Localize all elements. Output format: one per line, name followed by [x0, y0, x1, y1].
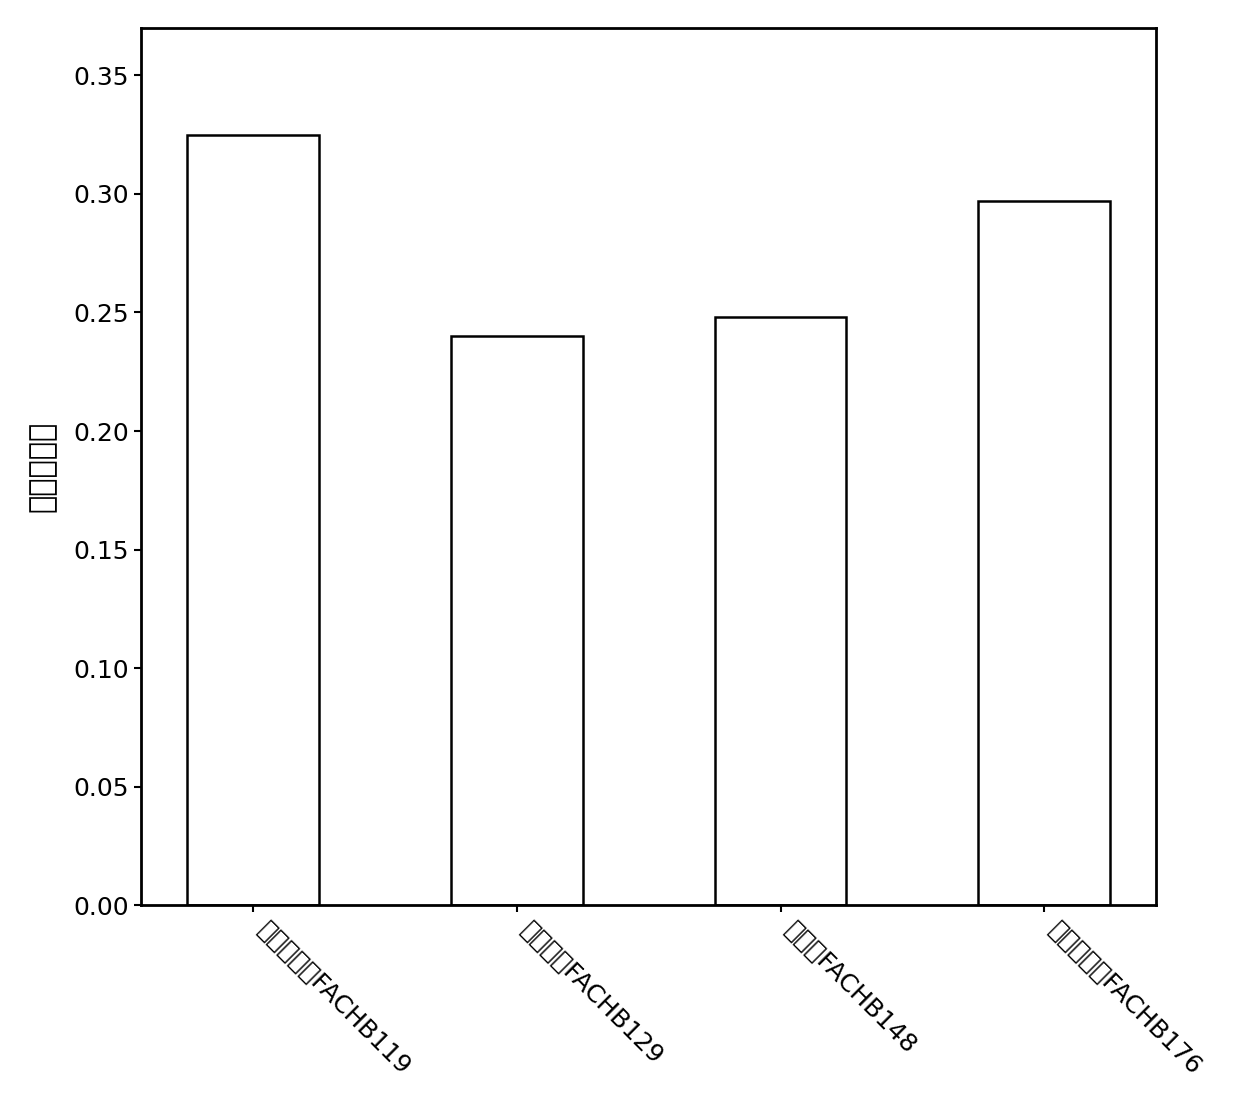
Bar: [978, 201, 1110, 906]
Bar: [187, 135, 319, 906]
Y-axis label: 比生长速率: 比生长速率: [27, 421, 57, 513]
Bar: [451, 337, 583, 906]
Bar: [714, 318, 847, 906]
